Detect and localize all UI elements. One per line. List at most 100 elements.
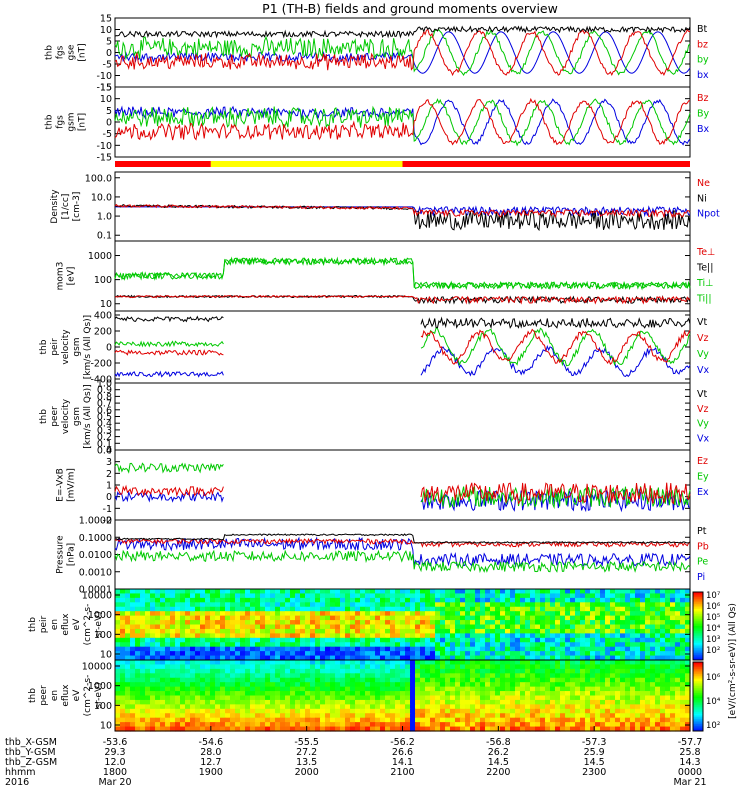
spectrogram-cell (310, 637, 316, 643)
spectrogram-cell (680, 628, 686, 634)
spectrogram-cell (490, 651, 496, 657)
spectrogram-cell (160, 611, 166, 617)
spectrogram-cell (410, 695, 416, 701)
legend-Ne: Ne (697, 178, 710, 189)
spectrogram-cell (290, 726, 296, 732)
spectrogram-cell (495, 589, 501, 595)
spectrogram-cell (505, 628, 511, 634)
spectrogram-cell (455, 660, 461, 666)
spectrogram-cell (345, 668, 351, 674)
spectrogram-cell (635, 673, 641, 679)
spectrogram-cell (460, 699, 466, 705)
spectrogram-cell (595, 602, 601, 608)
spectrogram-cell (305, 637, 311, 643)
spectrogram-cell (380, 602, 386, 608)
spectrogram-cell (630, 726, 636, 732)
spectrogram-cell (345, 651, 351, 657)
spectrogram-cell (675, 660, 681, 666)
spectrogram-cell (445, 633, 451, 639)
spectrogram-cell (395, 668, 401, 674)
spectrogram-cell (485, 695, 491, 701)
spectrogram-cell (495, 593, 501, 599)
spectrogram-cell (315, 699, 321, 705)
spectrogram-cell (540, 624, 546, 630)
spectrogram-cell (540, 713, 546, 719)
spectrogram-cell (320, 704, 326, 710)
spectrogram-cell (405, 593, 411, 599)
spectrogram-cell (260, 722, 266, 728)
spectrogram-cell (305, 624, 311, 630)
spectrogram-cell (250, 651, 256, 657)
spectrogram-cell (135, 593, 141, 599)
spectrogram-cell (170, 673, 176, 679)
spectrogram-cell (510, 615, 516, 621)
spectrogram-cell (350, 651, 356, 657)
spectrogram-cell (125, 615, 131, 621)
spectrogram-cell (205, 615, 211, 621)
spectrogram-cell (575, 699, 581, 705)
spectrogram-cell (675, 620, 681, 626)
legend-bx: bx (697, 70, 709, 81)
spectrogram-cell (400, 695, 406, 701)
spectrogram-cell (660, 686, 666, 692)
spectrogram-cell (625, 704, 631, 710)
spectrogram-cell (235, 633, 241, 639)
spectrogram-cell (350, 726, 356, 732)
spectrogram-cell (625, 708, 631, 714)
spectrogram-cell (290, 660, 296, 666)
spectrogram-cell (510, 713, 516, 719)
spectrogram-cell (140, 624, 146, 630)
spectrogram-cell (295, 597, 301, 603)
spectrogram-cell (215, 628, 221, 634)
spectrogram-cell (545, 615, 551, 621)
spectrogram-cell (550, 606, 556, 612)
spectrogram-cell (410, 717, 416, 723)
spectrogram-cell (380, 664, 386, 670)
spectrogram-cell (435, 602, 441, 608)
series-Vy (114, 327, 691, 367)
spectrogram-cell (360, 620, 366, 626)
series-Ne (114, 203, 691, 219)
spectrogram-cell (560, 637, 566, 643)
xtick-y: 26.2 (488, 747, 509, 758)
spectrogram-cell (285, 660, 291, 666)
spectrogram-cell (615, 677, 621, 683)
spectrogram-cell (445, 691, 451, 697)
spectrogram-cell (470, 726, 476, 732)
spectrogram-cell (560, 722, 566, 728)
spectrogram-cell (410, 708, 416, 714)
spectrogram-cell (590, 708, 596, 714)
spectrogram-cell (235, 651, 241, 657)
spectrogram-cell (405, 722, 411, 728)
spectrogram-cell (535, 673, 541, 679)
spectrogram-cell (535, 704, 541, 710)
spectrogram-cell (460, 708, 466, 714)
spectrogram-cell (200, 624, 206, 630)
spectrogram-cell (595, 664, 601, 670)
spectrogram-cell (390, 651, 396, 657)
spectrogram-cell (235, 682, 241, 688)
spectrogram-cell (350, 637, 356, 643)
spectrogram-cell (260, 717, 266, 723)
spectrogram-cell (200, 708, 206, 714)
spectrogram-cell (520, 593, 526, 599)
spectrogram-cell (170, 651, 176, 657)
spectrogram-cell (265, 708, 271, 714)
spectrogram-cell (440, 620, 446, 626)
spectrogram-cell (265, 660, 271, 666)
legend-Ti||: Ti|| (696, 294, 712, 305)
spectrogram-cell (390, 717, 396, 723)
ytick-label: -2 (103, 516, 112, 527)
spectrogram-cell (135, 655, 141, 661)
spectrogram-cell (140, 660, 146, 666)
spectrogram-cell (435, 682, 441, 688)
spectrogram-cell (440, 722, 446, 728)
spectrogram-cell (415, 713, 421, 719)
spectrogram-cell (120, 686, 126, 692)
spectrogram-cell (330, 620, 336, 626)
spectrogram-cell (275, 620, 281, 626)
spectrogram-cell (430, 686, 436, 692)
spectrogram-cell (130, 606, 136, 612)
spectrogram-cell (145, 664, 151, 670)
